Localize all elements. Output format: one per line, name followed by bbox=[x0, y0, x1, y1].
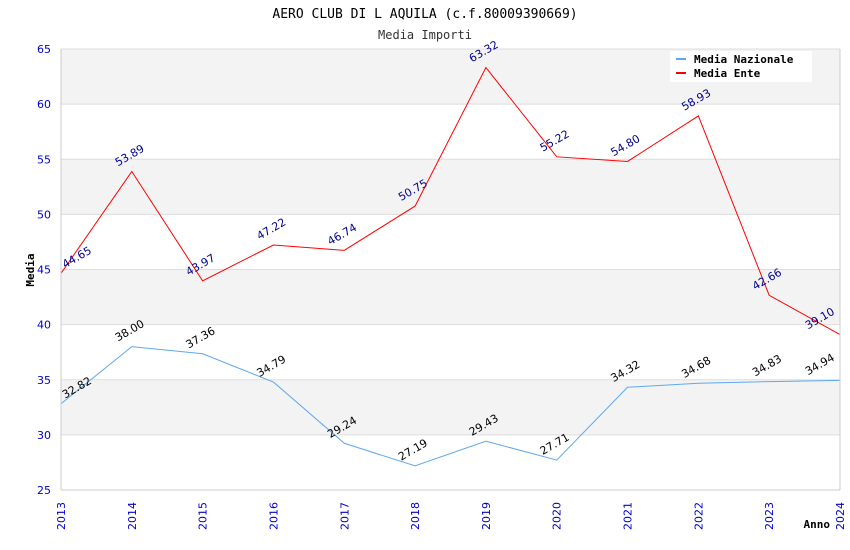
y-tick-label: 35 bbox=[37, 374, 51, 387]
grid-band bbox=[61, 269, 840, 325]
series-line-ente bbox=[60, 66, 841, 335]
x-tick-label: 2018 bbox=[409, 502, 422, 530]
x-tick-label: 2021 bbox=[622, 502, 635, 530]
grid-band bbox=[61, 434, 840, 490]
x-tick-label: 2023 bbox=[763, 502, 776, 530]
chart-title: AERO CLUB DI L AQUILA (c.f.80009390669) bbox=[272, 7, 577, 22]
y-tick-label: 60 bbox=[37, 98, 51, 111]
x-tick-label: 2019 bbox=[480, 502, 493, 530]
grid-band bbox=[61, 324, 840, 380]
chart-subtitle: Media Importi bbox=[378, 28, 472, 42]
legend-label-nazionale: Media Nazionale bbox=[694, 53, 794, 66]
y-tick-label: 55 bbox=[37, 153, 51, 166]
series-line-nazionale bbox=[60, 346, 841, 467]
y-tick-label: 40 bbox=[37, 319, 51, 332]
legend-swatch-ente bbox=[676, 72, 686, 74]
x-axis-label: Anno bbox=[804, 518, 831, 531]
legend-swatch-nazionale bbox=[676, 58, 686, 60]
y-tick-label: 45 bbox=[37, 264, 51, 277]
x-tick-label: 2017 bbox=[338, 502, 351, 530]
legend: Media Nazionale Media Ente bbox=[670, 51, 812, 82]
x-tick-label: 2024 bbox=[834, 502, 847, 530]
x-tick-label: 2013 bbox=[55, 502, 68, 530]
y-tick-label: 50 bbox=[37, 208, 51, 221]
y-tick-label: 25 bbox=[37, 484, 51, 497]
y-tick-label: 30 bbox=[37, 429, 51, 442]
x-tick-label: 2020 bbox=[551, 502, 564, 530]
x-tick-label: 2015 bbox=[197, 502, 210, 530]
y-tick-label: 65 bbox=[37, 43, 51, 56]
grid-band bbox=[61, 104, 840, 160]
grid-band bbox=[61, 214, 840, 270]
x-tick-label: 2022 bbox=[692, 502, 705, 530]
grid-band bbox=[61, 379, 840, 435]
x-tick-label: 2016 bbox=[267, 502, 280, 530]
y-axis-label: Media bbox=[24, 253, 37, 286]
legend-label-ente: Media Ente bbox=[694, 67, 761, 80]
grid-band bbox=[61, 159, 840, 215]
x-tick-label: 2014 bbox=[126, 502, 139, 530]
